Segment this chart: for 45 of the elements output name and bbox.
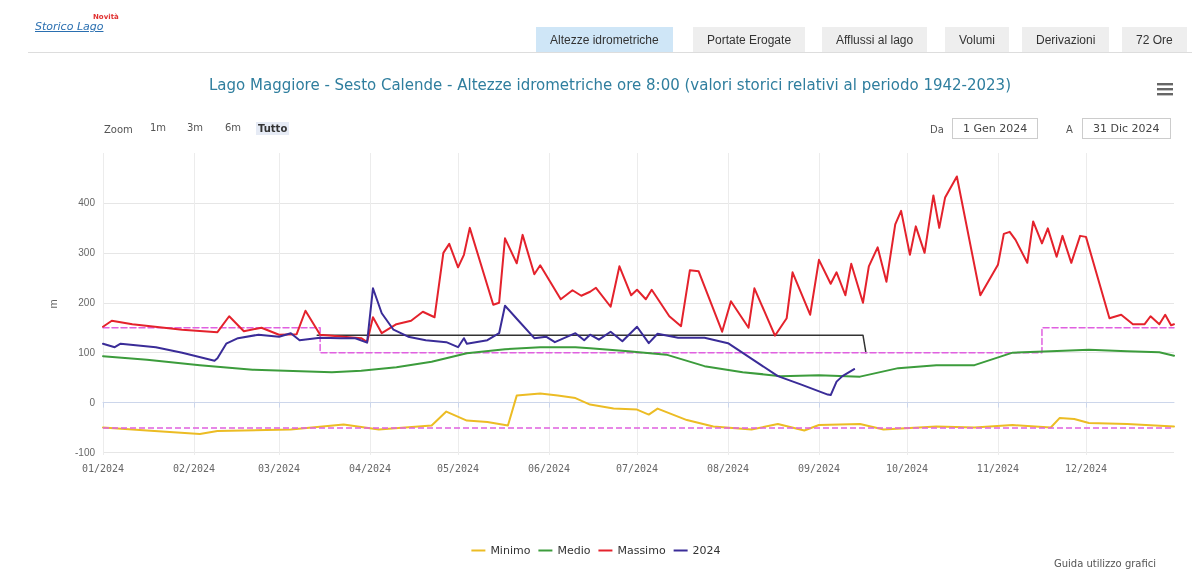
text: Da [930, 124, 944, 135]
y-tick-label: 400 [78, 197, 96, 209]
x-tick-label: 07/2024 [615, 462, 659, 474]
text: Storico Lago [35, 20, 104, 33]
text: 1 Gen 2024 [952, 118, 1039, 139]
legend-label: Medio [557, 544, 591, 557]
x-tick-label: 05/2024 [436, 462, 480, 474]
y-tick-label: 300 [78, 247, 96, 259]
x-tick-label: 01/2024 [81, 462, 125, 474]
x-tick-label: 02/2024 [172, 462, 216, 474]
legend-label: Massimo [617, 544, 666, 557]
x-tick-label: 11/2024 [976, 462, 1020, 474]
x-tick-label: 03/2024 [257, 462, 301, 474]
legend-label: Minimo [490, 544, 531, 557]
text: Tutto [256, 122, 290, 135]
x-tick-label: 09/2024 [797, 462, 841, 474]
text: A [1066, 124, 1073, 135]
line-series [102, 287, 856, 397]
x-tick-label: 10/2024 [885, 462, 929, 474]
text: Volumi [945, 27, 1010, 53]
text: Guida utilizzo grafici [1054, 558, 1157, 569]
text: Afflussi al lago [822, 27, 928, 53]
y-tick-label: 100 [78, 347, 96, 359]
y-tick-label: -100 [74, 447, 96, 458]
line-series [102, 392, 1175, 436]
y-axis-title: m [46, 299, 59, 309]
x-tick-label: 12/2024 [1064, 462, 1108, 474]
text: Derivazioni [1022, 27, 1110, 53]
chart-title: Lago Maggiore - Sesto Calende - Altezze idrometriche ore 8:00 (valori storici relativi al periodo 1942-2023) [209, 75, 1011, 94]
x-tick-label: 08/2024 [706, 462, 750, 474]
text: 3m [187, 122, 204, 133]
text: 31 Dic 2024 [1082, 118, 1171, 139]
text: Portate Erogate [693, 27, 806, 53]
text: Zoom [104, 124, 133, 135]
text: 1m [150, 122, 167, 133]
y-tick-label: 200 [78, 297, 96, 309]
x-tick-label: 04/2024 [348, 462, 392, 474]
line-series [102, 346, 1175, 378]
legend-label: 2024 [692, 544, 721, 557]
text: 6m [225, 122, 242, 133]
line-series [102, 175, 1175, 344]
text: Altezze idrometriche [536, 27, 673, 53]
text: 72 Ore [1122, 27, 1187, 53]
x-tick-label: 06/2024 [527, 462, 571, 474]
y-tick-label: 0 [89, 397, 96, 409]
